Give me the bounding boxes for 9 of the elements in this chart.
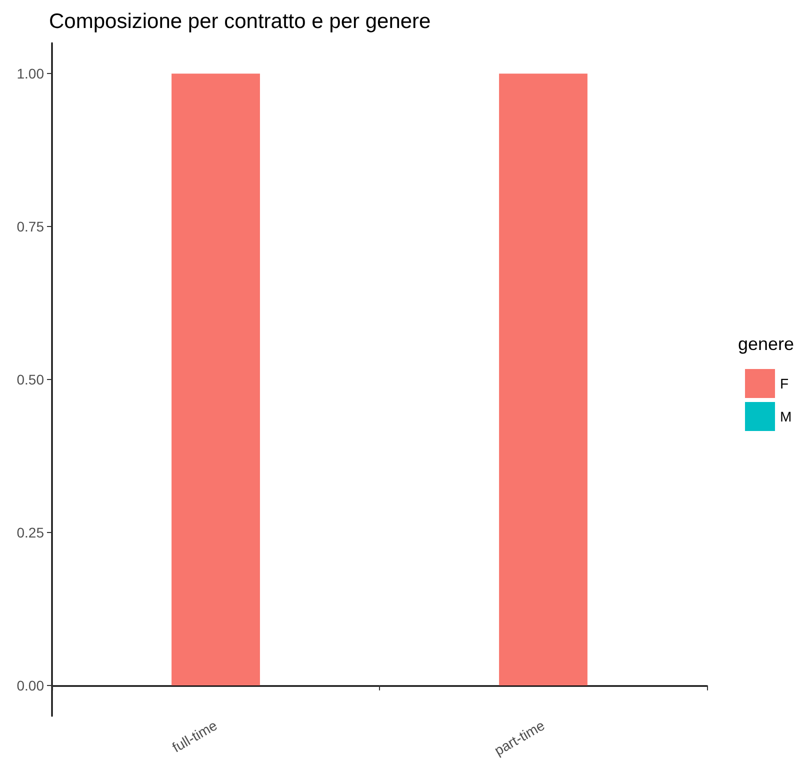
y-tick-label: 0.00 — [16, 677, 44, 694]
y-tick-label: 1.00 — [16, 66, 44, 82]
chart-title: Composizione per contratto e per genere — [49, 10, 431, 33]
legend-title: genere — [738, 334, 794, 354]
y-tick-label: 0.75 — [16, 218, 44, 235]
y-tick-label: 0.50 — [16, 372, 44, 388]
legend-label: M — [780, 408, 792, 424]
legend-label: F — [780, 376, 789, 392]
y-tick-label: 0.25 — [16, 524, 44, 540]
